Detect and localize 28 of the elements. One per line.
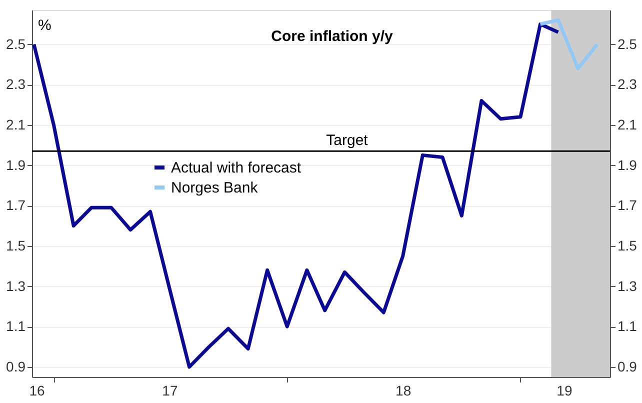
y-tick-label: 0.9 — [6, 358, 26, 374]
annotation: % — [38, 17, 52, 34]
y2-tick-label: 1.5 — [618, 237, 638, 254]
y-tick-label: 2.1 — [6, 116, 26, 132]
y-tick-label: 2.5 — [6, 36, 26, 52]
y-tick-label: 2.3 — [6, 76, 26, 92]
x-tick-label: 19 — [556, 382, 572, 398]
x-tick-label: 18 — [396, 382, 412, 398]
y2-tick-label: 2.5 — [618, 36, 638, 52]
y2-tick-label: 2.3 — [618, 76, 638, 92]
ref-line-label: Target — [326, 132, 369, 150]
y2-tick-label: 1.1 — [618, 318, 638, 334]
legend-label: Norges Bank — [171, 180, 258, 196]
y2-tick-label: 2.1 — [618, 116, 638, 132]
y-tick-label: 1.3 — [6, 278, 26, 294]
y-tick-label: 1.5 — [6, 237, 26, 254]
x-tick-label: 17 — [162, 382, 178, 398]
y-tick-label: 1.7 — [6, 197, 26, 214]
y2-tick-label: 1.7 — [618, 197, 638, 214]
text: Core inflation y/y — [271, 28, 394, 45]
legend-label: Actual with forecast — [171, 160, 302, 176]
y2-tick-label: 1.9 — [618, 156, 638, 173]
y2-tick-label: 1.3 — [618, 278, 638, 294]
y2-tick-label: 0.9 — [618, 358, 638, 374]
x-tick-label: 16 — [29, 382, 45, 398]
y-tick-label: 1.9 — [6, 156, 26, 173]
line-series — [538, 18, 599, 70]
y-tick-label: 1.1 — [6, 318, 26, 334]
